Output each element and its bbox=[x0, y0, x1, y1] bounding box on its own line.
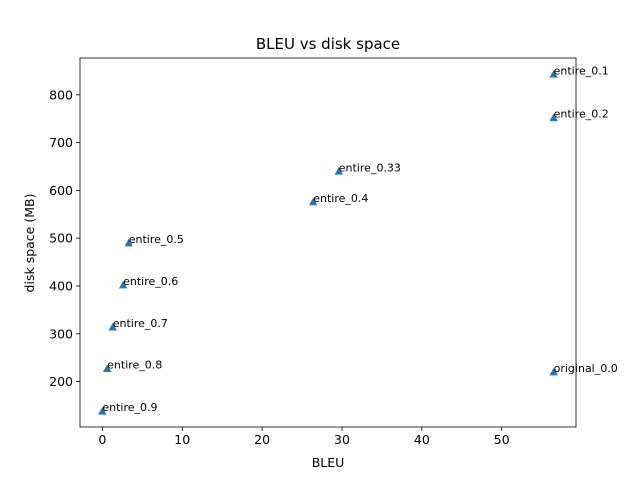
y-tick-label: 800 bbox=[49, 87, 73, 102]
y-tick-label: 500 bbox=[49, 231, 73, 246]
data-point-marker bbox=[108, 322, 117, 331]
data-point-label: entire_0.33 bbox=[339, 161, 401, 174]
x-axis-label: BLEU bbox=[312, 455, 345, 470]
x-tick-label: 20 bbox=[254, 432, 270, 447]
y-tick-label: 600 bbox=[49, 183, 73, 198]
y-tick-label: 700 bbox=[49, 135, 73, 150]
y-axis-label: disk space (MB) bbox=[22, 194, 37, 293]
x-tick-label: 10 bbox=[174, 432, 190, 447]
data-point-label: entire_0.1 bbox=[554, 64, 609, 77]
y-tick-label: 300 bbox=[49, 326, 73, 341]
data-point-marker bbox=[549, 367, 558, 376]
data-point-marker bbox=[124, 238, 133, 247]
data-point-marker bbox=[549, 113, 558, 122]
data-points: entire_0.1 entire_0.2 entire_0.33 entire_0.… bbox=[98, 64, 618, 415]
data-point-label: entire_0.2 bbox=[554, 108, 609, 121]
x-axis-ticks: 0 10 20 30 40 50 bbox=[98, 427, 510, 447]
data-point-marker bbox=[334, 167, 343, 175]
data-point-label: entire_0.9 bbox=[102, 401, 157, 414]
y-tick-label: 200 bbox=[49, 374, 73, 389]
data-point-marker bbox=[102, 364, 112, 373]
plot-area-frame bbox=[79, 57, 577, 428]
data-point-marker bbox=[309, 197, 318, 206]
data-point-label: entire_0.8 bbox=[107, 359, 162, 372]
x-tick-label: 40 bbox=[414, 432, 430, 447]
y-axis-ticks: 200 300 400 500 600 700 800 bbox=[49, 87, 80, 389]
data-point-label: entire_0.6 bbox=[123, 275, 178, 288]
data-point-marker bbox=[549, 70, 558, 78]
data-point-label: entire_0.5 bbox=[129, 233, 184, 246]
data-point-marker bbox=[98, 407, 107, 415]
y-tick-label: 400 bbox=[49, 278, 73, 293]
data-point-label: entire_0.4 bbox=[313, 192, 368, 205]
x-tick-label: 50 bbox=[494, 432, 510, 447]
x-tick-label: 30 bbox=[334, 432, 350, 447]
data-point-marker bbox=[118, 280, 128, 289]
x-tick-label: 0 bbox=[98, 432, 106, 447]
data-point-label: original_0.0 bbox=[554, 362, 618, 375]
data-point-label: entire_0.7 bbox=[113, 317, 168, 330]
chart-title: BLEU vs disk space bbox=[256, 35, 400, 53]
